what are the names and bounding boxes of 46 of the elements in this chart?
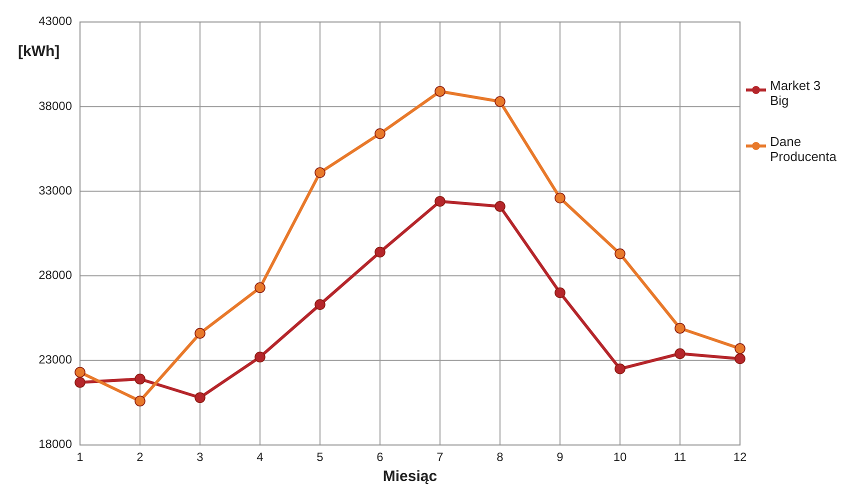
y-tick-label: 33000 bbox=[38, 183, 72, 198]
x-tick-label: 4 bbox=[256, 450, 264, 464]
y-tick-label: 18000 bbox=[38, 437, 72, 452]
point bbox=[194, 328, 206, 339]
point bbox=[374, 246, 386, 258]
x-tick-label: 12 bbox=[733, 450, 747, 464]
point bbox=[134, 374, 146, 384]
point bbox=[134, 396, 146, 406]
point bbox=[314, 167, 326, 178]
point bbox=[554, 287, 566, 298]
y-axis-title: [kWh] bbox=[18, 43, 60, 60]
x-tick-label: 2 bbox=[136, 450, 144, 464]
x-tick-label: 3 bbox=[196, 450, 204, 464]
point bbox=[614, 248, 626, 260]
point bbox=[314, 299, 326, 310]
x-tick-label: 5 bbox=[316, 450, 324, 464]
point bbox=[674, 348, 686, 360]
point bbox=[254, 282, 266, 294]
point bbox=[74, 376, 86, 388]
point bbox=[74, 366, 86, 378]
point bbox=[734, 343, 746, 354]
x-tick-label: 8 bbox=[496, 450, 504, 464]
point bbox=[554, 192, 566, 204]
y-tick-label: 38000 bbox=[38, 98, 72, 113]
y-tick-label: 23000 bbox=[38, 352, 72, 367]
point bbox=[434, 196, 446, 207]
point bbox=[254, 352, 266, 362]
point bbox=[374, 128, 386, 140]
x-tick-label: 11 bbox=[674, 450, 687, 464]
x-tick-label: 10 bbox=[613, 450, 627, 464]
point bbox=[434, 86, 446, 97]
point bbox=[494, 201, 506, 212]
point bbox=[194, 392, 206, 404]
x-tick-label: 9 bbox=[556, 450, 564, 464]
point bbox=[674, 322, 686, 334]
x-tick-label: 6 bbox=[376, 450, 384, 464]
point bbox=[614, 363, 626, 374]
y-tick-label: 43000 bbox=[38, 14, 72, 28]
legend-label: Dane Producenta bbox=[770, 134, 838, 164]
y-tick-label: 28000 bbox=[38, 268, 72, 282]
x-axis-title: Miesiąc bbox=[382, 468, 438, 485]
x-tick-label: 1 bbox=[76, 450, 84, 464]
x-tick-label: 7 bbox=[436, 450, 444, 464]
point bbox=[734, 353, 746, 364]
legend-label: Market 3 Big bbox=[770, 78, 821, 108]
point bbox=[494, 96, 506, 107]
